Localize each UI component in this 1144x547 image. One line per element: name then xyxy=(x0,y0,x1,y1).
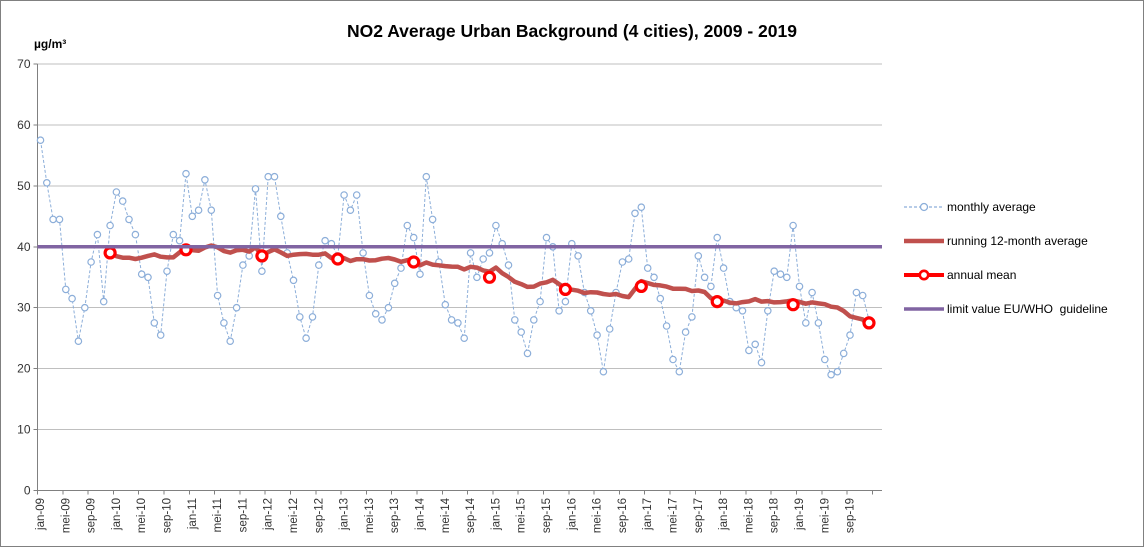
y-axis-unit-label: µg/m³ xyxy=(34,37,67,51)
limit-value-swatch-icon xyxy=(904,307,944,311)
svg-text:sep-12: sep-12 xyxy=(313,498,325,533)
svg-text:sep-17: sep-17 xyxy=(693,498,705,533)
running-average-swatch-icon xyxy=(904,238,944,244)
svg-text:jan-11: jan-11 xyxy=(187,498,199,530)
svg-text:mei-16: mei-16 xyxy=(592,498,604,533)
svg-text:jan-15: jan-15 xyxy=(490,498,502,531)
svg-text:sep-16: sep-16 xyxy=(617,498,629,533)
svg-text:mei-09: mei-09 xyxy=(60,498,72,533)
svg-text:mei-19: mei-19 xyxy=(819,498,831,533)
svg-text:mei-13: mei-13 xyxy=(364,498,376,533)
svg-text:mei-18: mei-18 xyxy=(743,498,755,533)
x-tick-labels: jan-09 mei-09 sep-09 jan-10 mei-10 sep-10 jan-… xyxy=(35,497,857,533)
svg-text:jan-19: jan-19 xyxy=(794,498,806,531)
svg-text:jan-18: jan-18 xyxy=(718,498,730,531)
svg-text:60: 60 xyxy=(17,118,31,132)
running-average-series xyxy=(107,243,872,330)
svg-text:10: 10 xyxy=(17,423,31,437)
svg-text:sep-14: sep-14 xyxy=(465,497,477,533)
svg-text:mei-15: mei-15 xyxy=(516,498,528,533)
svg-text:sep-18: sep-18 xyxy=(769,498,781,533)
legend-item-limit-value: limit value EU/WHO guideline xyxy=(904,299,1142,319)
svg-text:sep-09: sep-09 xyxy=(86,498,98,533)
svg-text:sep-10: sep-10 xyxy=(161,498,173,533)
legend-item-running-average: running 12-month average xyxy=(904,231,1142,251)
svg-text:sep-19: sep-19 xyxy=(845,498,857,533)
svg-text:jan-17: jan-17 xyxy=(642,498,654,531)
svg-text:jan-12: jan-12 xyxy=(263,498,275,531)
svg-text:20: 20 xyxy=(17,362,31,376)
legend-label-running-average: running 12-month average xyxy=(947,234,1088,248)
annual-mean-swatch-icon xyxy=(904,269,944,281)
svg-text:70: 70 xyxy=(17,57,31,71)
svg-text:mei-14: mei-14 xyxy=(440,497,452,533)
annual-mean-series xyxy=(103,243,876,330)
svg-text:mei-10: mei-10 xyxy=(136,498,148,533)
axes xyxy=(33,63,882,495)
svg-text:mei-17: mei-17 xyxy=(667,498,679,533)
svg-text:50: 50 xyxy=(17,179,31,193)
svg-text:sep-13: sep-13 xyxy=(389,498,401,533)
legend-item-monthly-average: monthly average xyxy=(904,197,1142,217)
svg-text:40: 40 xyxy=(17,240,31,254)
legend-item-annual-mean: annual mean xyxy=(904,265,1142,285)
legend-label-annual-mean: annual mean xyxy=(947,268,1017,282)
y-tick-labels: 0 10 20 30 40 50 60 70 xyxy=(17,57,31,498)
chart-title: NO2 Average Urban Background (4 cities),… xyxy=(347,21,797,41)
svg-text:sep-11: sep-11 xyxy=(237,498,249,532)
svg-text:sep-15: sep-15 xyxy=(541,498,553,533)
legend-label-limit-value: limit value EU/WHO guideline xyxy=(947,302,1108,316)
svg-text:mei-12: mei-12 xyxy=(288,498,300,533)
legend-label-monthly-average: monthly average xyxy=(947,200,1036,214)
svg-text:mei-11: mei-11 xyxy=(212,498,224,532)
svg-text:30: 30 xyxy=(17,301,31,315)
svg-text:jan-13: jan-13 xyxy=(339,498,351,531)
svg-text:0: 0 xyxy=(24,484,31,498)
svg-text:jan-10: jan-10 xyxy=(111,498,123,531)
svg-text:jan-16: jan-16 xyxy=(566,498,578,531)
svg-text:jan-14: jan-14 xyxy=(414,497,426,531)
monthly-average-swatch-icon xyxy=(904,202,944,212)
legend: monthly average running 12-month average… xyxy=(904,197,1142,319)
svg-text:jan-09: jan-09 xyxy=(35,498,47,531)
